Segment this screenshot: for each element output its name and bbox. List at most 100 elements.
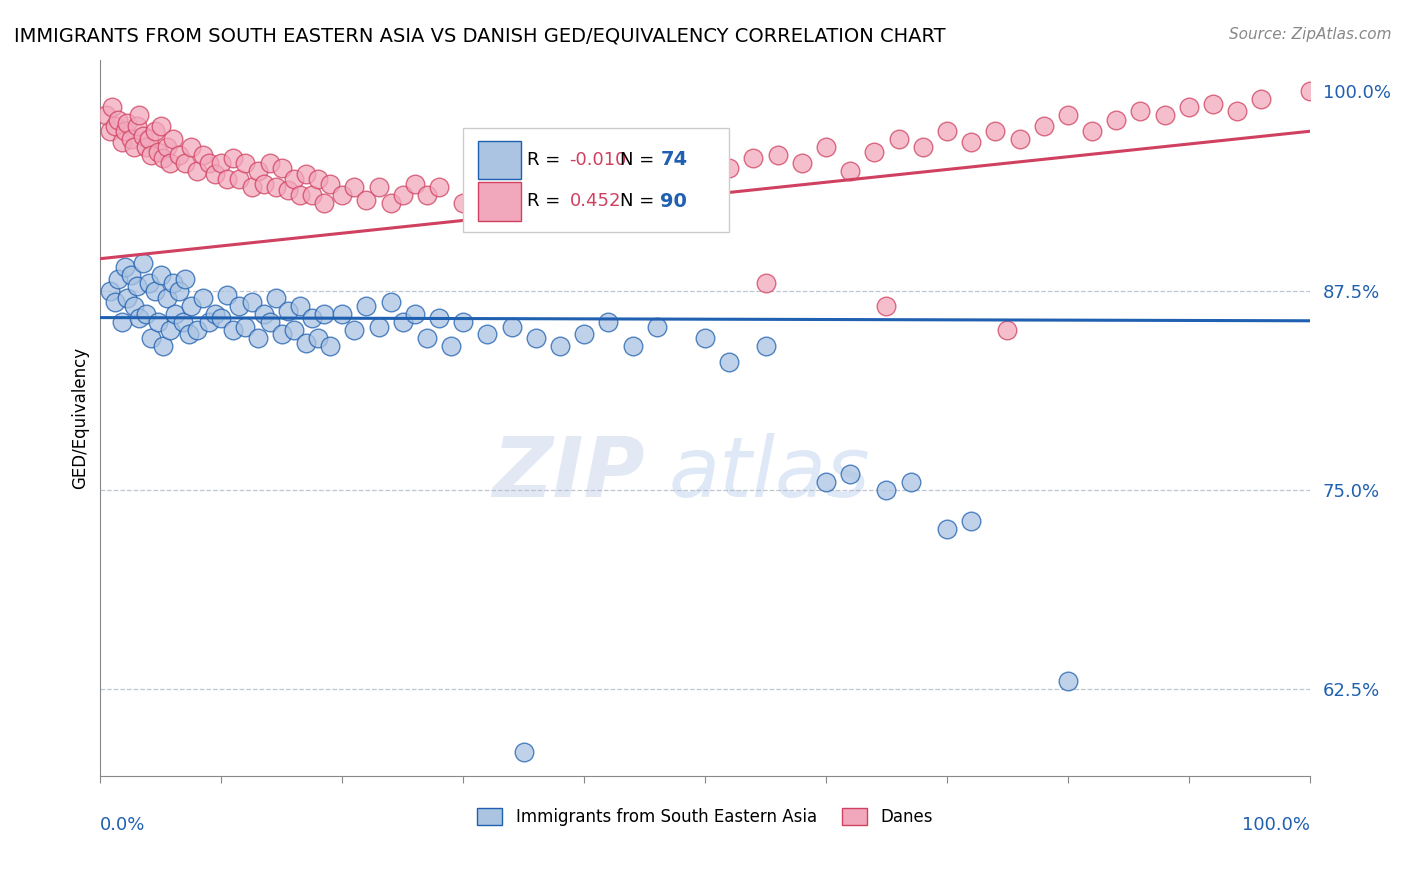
FancyBboxPatch shape <box>478 141 522 179</box>
Point <box>367 320 389 334</box>
Point <box>174 272 197 286</box>
Point <box>960 515 983 529</box>
Point <box>367 180 389 194</box>
Point <box>742 152 765 166</box>
Point <box>427 180 450 194</box>
Point <box>264 180 287 194</box>
Point <box>288 300 311 314</box>
Point <box>259 315 281 329</box>
Point <box>1081 124 1104 138</box>
Point <box>427 310 450 325</box>
Point <box>186 323 208 337</box>
Legend: Immigrants from South Eastern Asia, Danes: Immigrants from South Eastern Asia, Dane… <box>471 801 939 832</box>
Point <box>228 172 250 186</box>
Point <box>191 148 214 162</box>
Point <box>125 278 148 293</box>
Text: -0.010: -0.010 <box>569 151 627 169</box>
Point <box>451 195 474 210</box>
Point <box>307 331 329 345</box>
Point <box>114 124 136 138</box>
Point <box>143 124 166 138</box>
Point <box>138 132 160 146</box>
Point <box>270 161 292 175</box>
Point <box>404 307 426 321</box>
Point <box>1057 673 1080 688</box>
Point <box>1153 108 1175 122</box>
Text: 0.452: 0.452 <box>569 193 621 211</box>
Point <box>997 323 1019 337</box>
Text: 90: 90 <box>661 192 688 211</box>
Point <box>1299 85 1322 99</box>
Point <box>165 307 187 321</box>
Point <box>98 124 121 138</box>
Point <box>1105 113 1128 128</box>
Point <box>295 167 318 181</box>
Text: IMMIGRANTS FROM SOUTH EASTERN ASIA VS DANISH GED/EQUIVALENCY CORRELATION CHART: IMMIGRANTS FROM SOUTH EASTERN ASIA VS DA… <box>14 27 946 45</box>
Point <box>391 315 413 329</box>
Point <box>295 336 318 351</box>
Point <box>598 172 620 186</box>
Point <box>107 272 129 286</box>
Point <box>209 310 232 325</box>
Point <box>120 132 142 146</box>
Point <box>1202 97 1225 112</box>
Point <box>451 315 474 329</box>
Point <box>330 188 353 202</box>
Point <box>217 172 239 186</box>
Point <box>96 108 118 122</box>
FancyBboxPatch shape <box>463 128 730 232</box>
Point <box>380 294 402 309</box>
Point <box>115 116 138 130</box>
Point <box>621 164 644 178</box>
Point <box>391 188 413 202</box>
Point <box>148 145 170 159</box>
Point <box>330 307 353 321</box>
Point <box>548 167 571 181</box>
Point <box>766 148 789 162</box>
Point <box>356 193 378 207</box>
Point <box>718 161 741 175</box>
Point <box>115 292 138 306</box>
Point <box>524 195 547 210</box>
Point <box>111 136 134 150</box>
Point <box>416 331 439 345</box>
Point <box>209 156 232 170</box>
Point <box>512 745 534 759</box>
Point <box>107 113 129 128</box>
Point <box>111 315 134 329</box>
Point <box>217 288 239 302</box>
Point <box>128 108 150 122</box>
Point <box>246 331 269 345</box>
Point <box>501 172 523 186</box>
Point <box>186 164 208 178</box>
Point <box>754 276 776 290</box>
Point <box>198 156 221 170</box>
Point <box>101 100 124 114</box>
Point <box>319 177 342 191</box>
Point <box>477 326 499 341</box>
Point <box>380 195 402 210</box>
Point <box>143 284 166 298</box>
Point <box>235 320 257 334</box>
Point <box>984 124 1007 138</box>
Point <box>162 132 184 146</box>
Point <box>122 300 145 314</box>
Point <box>314 307 336 321</box>
Point <box>693 331 716 345</box>
Point <box>235 156 257 170</box>
Point <box>177 326 200 341</box>
Point <box>191 292 214 306</box>
Point <box>228 300 250 314</box>
Point <box>1008 132 1031 146</box>
Point <box>356 300 378 314</box>
Point <box>122 140 145 154</box>
Point <box>814 140 837 154</box>
Point <box>159 156 181 170</box>
Point <box>572 188 595 202</box>
Point <box>135 307 157 321</box>
Point <box>277 183 299 197</box>
Point <box>135 140 157 154</box>
Point <box>314 195 336 210</box>
Text: N =: N = <box>620 193 661 211</box>
Point <box>501 320 523 334</box>
